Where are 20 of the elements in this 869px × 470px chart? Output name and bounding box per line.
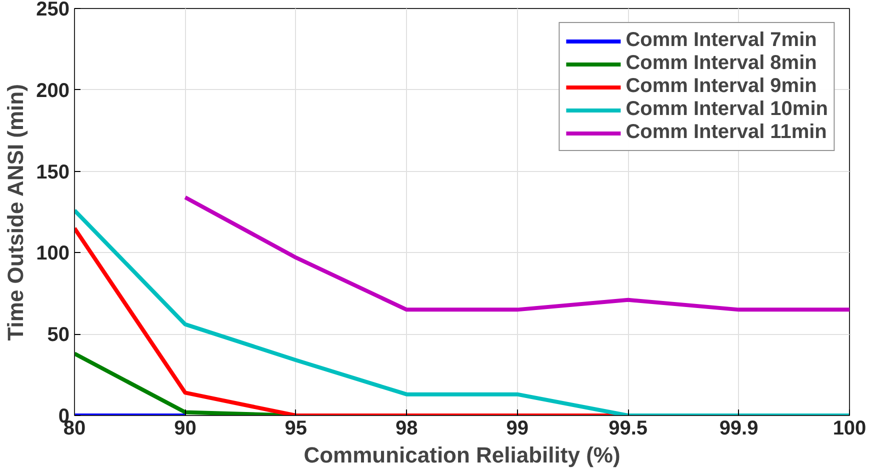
line-series (183, 195, 850, 312)
x-tick-label: 98 (396, 418, 418, 440)
legend-label: Comm Interval 8min (626, 52, 817, 75)
x-tick-label: 99 (506, 418, 528, 440)
x-tick-label: 99.5 (608, 418, 648, 440)
y-tick-label: 200 (36, 80, 70, 102)
x-tick-label: 99.9 (719, 418, 758, 440)
legend-label: Comm Interval 10min (626, 98, 828, 121)
legend-label: Comm Interval 9min (626, 75, 817, 98)
legend-label: Comm Interval 11min (626, 121, 827, 144)
y-tick-label: 50 (47, 324, 70, 346)
x-axis-title: Communication Reliability (%) (304, 442, 620, 468)
x-tick-label: 90 (174, 418, 196, 440)
y-tick-label: 150 (36, 161, 70, 184)
y-tick-label: 100 (36, 242, 70, 265)
y-tick-label: 250 (36, 0, 70, 20)
y-axis-title: Time Outside ANSI (min) (3, 84, 28, 341)
legend-label: Comm Interval 7min (626, 29, 817, 52)
x-tick-label: 95 (284, 418, 308, 440)
x-tick-label: 100 (832, 418, 866, 440)
